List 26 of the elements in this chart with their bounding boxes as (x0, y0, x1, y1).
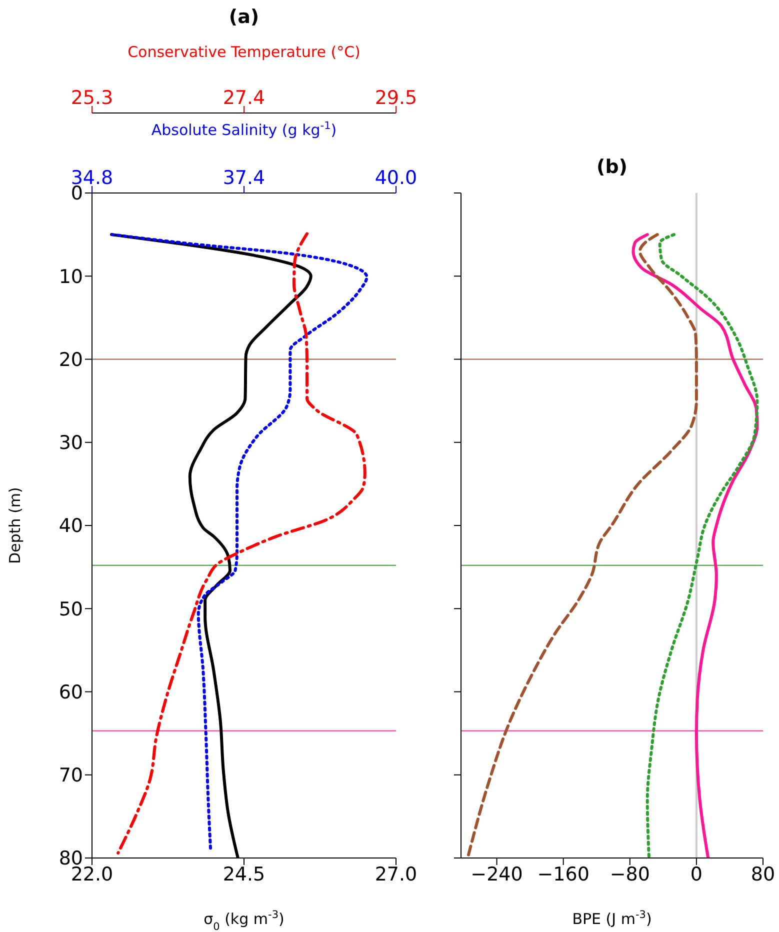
y-tick-label: 70 (58, 764, 83, 787)
x2-tick-label: 40.0 (374, 167, 418, 189)
x-tick-label: −160 (537, 863, 590, 886)
x-tick-label: −240 (470, 863, 523, 886)
y-tick-label: 60 (58, 681, 83, 704)
x-tick-label: 80 (750, 863, 776, 886)
y-axis-title: Depth (m) (6, 487, 24, 564)
chart-title: (b) (596, 156, 628, 178)
y-tick-label: 20 (58, 348, 83, 371)
x2-tick-label: 27.4 (222, 87, 266, 109)
x2-axis-title: Absolute Salinity (g kg$^{-1}$) (151, 120, 337, 139)
x2-tick-label: 29.5 (374, 87, 418, 109)
x-tick-label: 24.5 (222, 863, 266, 886)
x-tick-label: −80 (610, 863, 650, 886)
y-tick-label: 30 (58, 432, 83, 454)
chart-title: (a) (228, 6, 260, 28)
x2-axis-title: Conservative Temperature (°C) (128, 43, 360, 61)
x2-tick-label: 37.4 (222, 167, 266, 189)
x-axis-title: σ$_{0}$ (kg m$^{-3}$) (204, 909, 284, 932)
x2-tick-label: 25.3 (70, 87, 114, 109)
x-axis-title: BPE (J m$^{-3}$) (572, 909, 652, 928)
y-tick-label: 40 (58, 515, 83, 538)
y-tick-label: 50 (58, 598, 83, 620)
x-tick-label: 0 (690, 863, 702, 886)
x-tick-label: 27.0 (374, 863, 418, 886)
y-tick-label: 10 (58, 266, 83, 288)
